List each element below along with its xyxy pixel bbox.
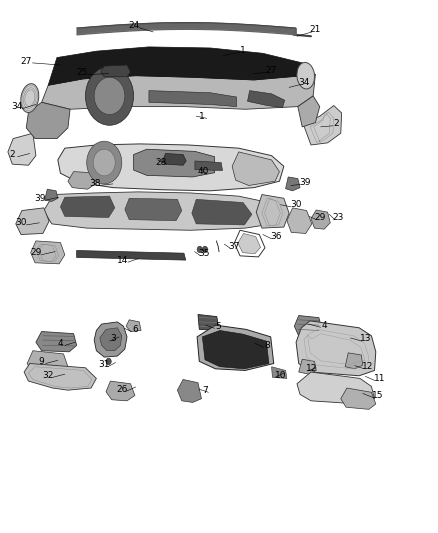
Polygon shape: [272, 367, 287, 378]
Text: 32: 32: [42, 371, 54, 379]
Polygon shape: [287, 208, 312, 233]
Text: 3: 3: [110, 335, 116, 343]
Polygon shape: [126, 320, 141, 332]
Polygon shape: [48, 47, 315, 85]
Polygon shape: [297, 372, 374, 404]
Polygon shape: [192, 199, 252, 225]
Text: 6: 6: [132, 325, 138, 334]
Text: 34: 34: [299, 78, 310, 87]
Polygon shape: [16, 208, 49, 235]
Text: 5: 5: [215, 322, 221, 330]
Text: 37: 37: [228, 242, 240, 251]
Text: 9: 9: [38, 357, 44, 366]
Polygon shape: [60, 196, 115, 217]
Text: 12: 12: [306, 365, 318, 373]
Polygon shape: [125, 198, 182, 221]
Polygon shape: [100, 328, 122, 351]
Text: 34: 34: [11, 102, 22, 111]
Ellipse shape: [21, 84, 39, 112]
Text: 30: 30: [290, 200, 302, 209]
Polygon shape: [68, 172, 95, 189]
Ellipse shape: [297, 62, 314, 89]
Text: 14: 14: [117, 256, 128, 264]
Polygon shape: [134, 149, 215, 177]
Text: 40: 40: [198, 167, 209, 175]
Polygon shape: [45, 189, 58, 201]
Text: 2: 2: [10, 150, 15, 159]
Circle shape: [87, 141, 122, 184]
Text: 11: 11: [374, 374, 385, 383]
Text: 38: 38: [90, 179, 101, 188]
Text: 10: 10: [275, 371, 286, 379]
Text: 25: 25: [77, 68, 88, 77]
Text: 4: 4: [58, 339, 63, 348]
Text: 35: 35: [198, 249, 210, 258]
Polygon shape: [195, 161, 223, 171]
Polygon shape: [298, 96, 320, 127]
Polygon shape: [294, 316, 322, 337]
Text: 23: 23: [332, 213, 344, 222]
Polygon shape: [58, 144, 284, 191]
Polygon shape: [238, 233, 261, 254]
Text: 27: 27: [265, 66, 276, 75]
Polygon shape: [8, 133, 36, 165]
Text: 29: 29: [30, 248, 42, 257]
Text: 13: 13: [360, 335, 371, 343]
Text: 1: 1: [240, 46, 246, 54]
Text: 39: 39: [299, 178, 311, 187]
Polygon shape: [27, 351, 68, 374]
Polygon shape: [94, 322, 127, 357]
Text: 2: 2: [334, 119, 339, 128]
Polygon shape: [198, 314, 219, 330]
Polygon shape: [106, 381, 135, 401]
Polygon shape: [303, 106, 342, 145]
Polygon shape: [345, 353, 363, 369]
Circle shape: [202, 246, 208, 253]
Text: 27: 27: [21, 57, 32, 66]
Polygon shape: [256, 195, 289, 228]
Polygon shape: [286, 177, 300, 191]
Polygon shape: [26, 102, 70, 139]
Text: 39: 39: [35, 194, 46, 203]
Circle shape: [106, 358, 111, 365]
Circle shape: [197, 246, 202, 253]
Polygon shape: [311, 210, 330, 229]
Polygon shape: [296, 321, 376, 376]
Circle shape: [94, 77, 125, 115]
Polygon shape: [202, 330, 269, 369]
Text: 36: 36: [270, 232, 282, 241]
Polygon shape: [77, 251, 186, 260]
Text: 24: 24: [128, 21, 139, 30]
Text: 4: 4: [321, 321, 327, 329]
Text: 28: 28: [155, 158, 167, 166]
Text: 1: 1: [198, 112, 205, 120]
Text: 21: 21: [310, 26, 321, 34]
Polygon shape: [44, 192, 284, 230]
Text: 8: 8: [264, 341, 270, 350]
Text: 31: 31: [99, 360, 110, 369]
Text: 12: 12: [362, 362, 374, 371]
Text: 30: 30: [15, 219, 27, 227]
Polygon shape: [24, 364, 96, 390]
Polygon shape: [101, 65, 131, 77]
Polygon shape: [299, 359, 316, 374]
Text: 7: 7: [202, 386, 208, 394]
Polygon shape: [31, 241, 65, 264]
Circle shape: [93, 149, 115, 176]
Text: 26: 26: [116, 385, 127, 393]
Polygon shape: [36, 332, 77, 352]
Polygon shape: [232, 152, 279, 185]
Polygon shape: [42, 75, 315, 109]
Polygon shape: [247, 91, 285, 108]
Text: 29: 29: [314, 213, 325, 222]
Polygon shape: [341, 388, 376, 409]
Polygon shape: [149, 91, 237, 107]
Text: 15: 15: [372, 391, 383, 400]
Polygon shape: [197, 325, 274, 370]
Polygon shape: [163, 154, 186, 165]
Polygon shape: [177, 379, 201, 402]
Circle shape: [85, 67, 134, 125]
